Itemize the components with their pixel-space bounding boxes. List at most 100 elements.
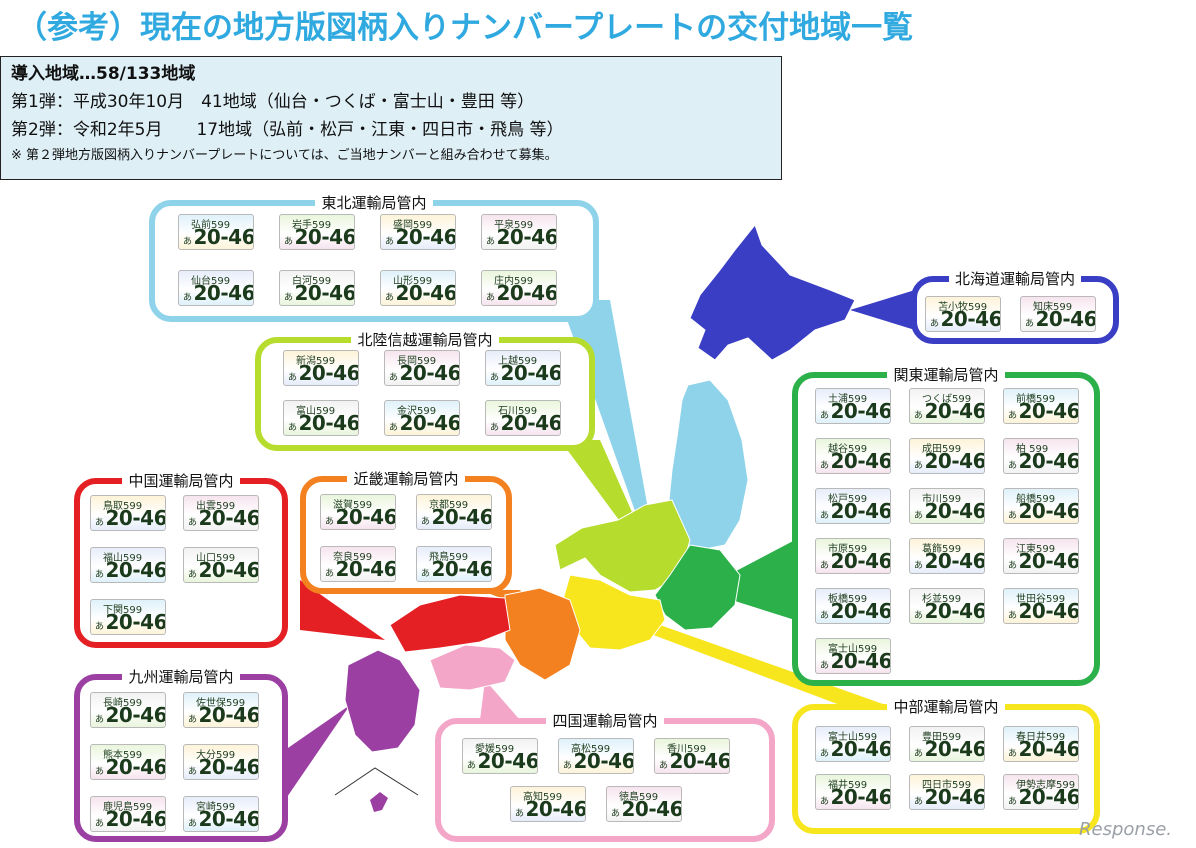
number-plate-kanto: 越谷599 あ 20-46 <box>815 438 891 474</box>
plate-kana: あ <box>914 749 923 759</box>
region-title: 北海道運輸局管内 <box>948 270 1081 288</box>
plate-region-label: 船橋599 <box>1016 494 1056 505</box>
plate-number: あ 20-46 <box>914 785 985 809</box>
number-plate-chubu: 四日市599 あ 20-46 <box>909 774 985 810</box>
connector-hokkaido <box>850 290 915 330</box>
plate-number: あ 20-46 <box>820 449 891 473</box>
plate-kana: あ <box>914 611 923 621</box>
plate-kana: あ <box>325 569 334 579</box>
plate-number: あ 20-46 <box>820 549 891 573</box>
plate-region-label: 飛鳥599 <box>429 552 469 563</box>
number-plate-kyushu: 熊本599 あ 20-46 <box>90 744 166 780</box>
plate-number: あ 20-46 <box>467 749 538 773</box>
plate-region-label: 平泉599 <box>494 220 534 231</box>
page-title: （参考）現在の地方版図柄入りナンバープレートの交付地域一覧 <box>16 10 914 46</box>
plate-number: あ 20-46 <box>1008 785 1079 809</box>
plate-kana: あ <box>95 819 104 829</box>
plate-region-label: 福井599 <box>828 780 868 791</box>
number-plate-kyushu: 宮崎599 あ 20-46 <box>183 796 259 832</box>
number-plate-kinki: 京都599 あ 20-46 <box>416 494 492 530</box>
plate-kana: あ <box>820 661 829 671</box>
chugoku-shape <box>389 594 511 653</box>
plate-region-label: 四日市599 <box>922 780 972 791</box>
plate-region-label: 金沢599 <box>397 406 437 417</box>
number-plate-hokuriku: 石川599 あ 20-46 <box>485 400 561 436</box>
plate-region-label: 庄内599 <box>494 276 534 287</box>
plate-number: あ 20-46 <box>490 411 561 435</box>
plate-region-label: 鹿児島599 <box>103 802 153 813</box>
plate-number: あ 20-46 <box>325 557 396 581</box>
plate-number: あ 20-46 <box>515 797 586 821</box>
number-plate-tohoku: 山形599 あ 20-46 <box>380 270 456 306</box>
plate-kana: あ <box>288 423 297 433</box>
number-plate-chugoku: 福山599 あ 20-46 <box>90 547 166 583</box>
plate-region-label: 豊田599 <box>922 732 962 743</box>
plate-kana: あ <box>188 767 197 777</box>
number-plate-chugoku: 鳥取599 あ 20-46 <box>90 495 166 531</box>
number-plate-tohoku: 岩手599 あ 20-46 <box>279 214 355 250</box>
plate-kana: あ <box>820 461 829 471</box>
plate-kana: あ <box>1008 749 1017 759</box>
region-chubu: 中部運輸局管内 <box>792 698 1100 834</box>
okinawa-shape <box>370 792 388 812</box>
plate-region-label: 宮崎599 <box>196 802 236 813</box>
plate-kana: あ <box>1008 511 1017 521</box>
info-heading: 導入地域…58/133地域 <box>11 64 196 84</box>
plate-kana: あ <box>820 797 829 807</box>
plate-region-label: 長崎599 <box>103 698 143 709</box>
plate-region-label: 弘前599 <box>191 220 231 231</box>
number-plate-chubu: 富士山599 あ 20-46 <box>815 726 891 762</box>
plate-kana: あ <box>486 293 495 303</box>
plate-region-label: 盛岡599 <box>393 220 433 231</box>
plate-number: あ 20-46 <box>930 307 1001 331</box>
plate-number: あ 20-46 <box>820 785 891 809</box>
region-shikoku: 四国運輸局管内 <box>435 712 775 842</box>
plate-region-label: 下関599 <box>103 605 143 616</box>
plate-number: あ 20-46 <box>1008 599 1079 623</box>
plate-number: あ 20-46 <box>1008 737 1079 761</box>
plate-region-label: 葛飾599 <box>922 544 962 555</box>
plate-number: あ 20-46 <box>95 610 166 634</box>
plate-number: あ 20-46 <box>385 281 456 305</box>
plate-number: あ 20-46 <box>914 499 985 523</box>
number-plate-kyushu: 大分599 あ 20-46 <box>183 744 259 780</box>
plate-region-label: 山形599 <box>393 276 433 287</box>
plate-kana: あ <box>563 761 572 771</box>
number-plate-shikoku: 高知599 あ 20-46 <box>510 786 586 822</box>
number-plate-chugoku: 山口599 あ 20-46 <box>183 547 259 583</box>
plate-kana: あ <box>183 293 192 303</box>
plate-kana: あ <box>325 517 334 527</box>
number-plate-kinki: 飛鳥599 あ 20-46 <box>416 546 492 582</box>
connector-kanto <box>700 540 795 620</box>
number-plate-kanto: 柏 599 あ 20-46 <box>1003 438 1079 474</box>
number-plate-kanto: 船橋599 あ 20-46 <box>1003 488 1079 524</box>
plate-number: あ 20-46 <box>820 649 891 673</box>
plate-region-label: 石川599 <box>498 406 538 417</box>
plate-number: あ 20-46 <box>820 599 891 623</box>
plate-region-label: 春日井599 <box>1016 732 1066 743</box>
plate-kana: あ <box>1008 611 1017 621</box>
plate-kana: あ <box>820 611 829 621</box>
plate-region-label: 山口599 <box>196 553 236 564</box>
plate-kana: あ <box>385 237 394 247</box>
plate-region-label: 富山599 <box>296 406 336 417</box>
number-plate-kanto: 前橋599 あ 20-46 <box>1003 388 1079 424</box>
plate-number: あ 20-46 <box>421 557 492 581</box>
plate-kana: あ <box>659 761 668 771</box>
number-plate-tohoku: 白河599 あ 20-46 <box>279 270 355 306</box>
number-plate-kinki: 滋賀599 あ 20-46 <box>320 494 396 530</box>
number-plate-shikoku: 徳島599 あ 20-46 <box>606 786 682 822</box>
region-title: 近畿運輸局管内 <box>347 470 465 488</box>
plate-kana: あ <box>1008 461 1017 471</box>
info-phase1: 第1弾：平成30年10月 41地域（仙台・つくば・富士山・豊田 等） <box>11 92 535 112</box>
number-plate-kanto: 世田谷599 あ 20-46 <box>1003 588 1079 624</box>
plate-kana: あ <box>611 809 620 819</box>
plate-number: あ 20-46 <box>95 703 166 727</box>
plate-region-label: 香川599 <box>667 744 707 755</box>
plate-kana: あ <box>421 569 430 579</box>
plate-region-label: 大分599 <box>196 750 236 761</box>
kanto-shape <box>654 544 741 631</box>
plate-region-label: 伊勢志摩599 <box>1016 780 1076 791</box>
plate-number: あ 20-46 <box>188 807 259 831</box>
plate-number: あ 20-46 <box>659 749 730 773</box>
